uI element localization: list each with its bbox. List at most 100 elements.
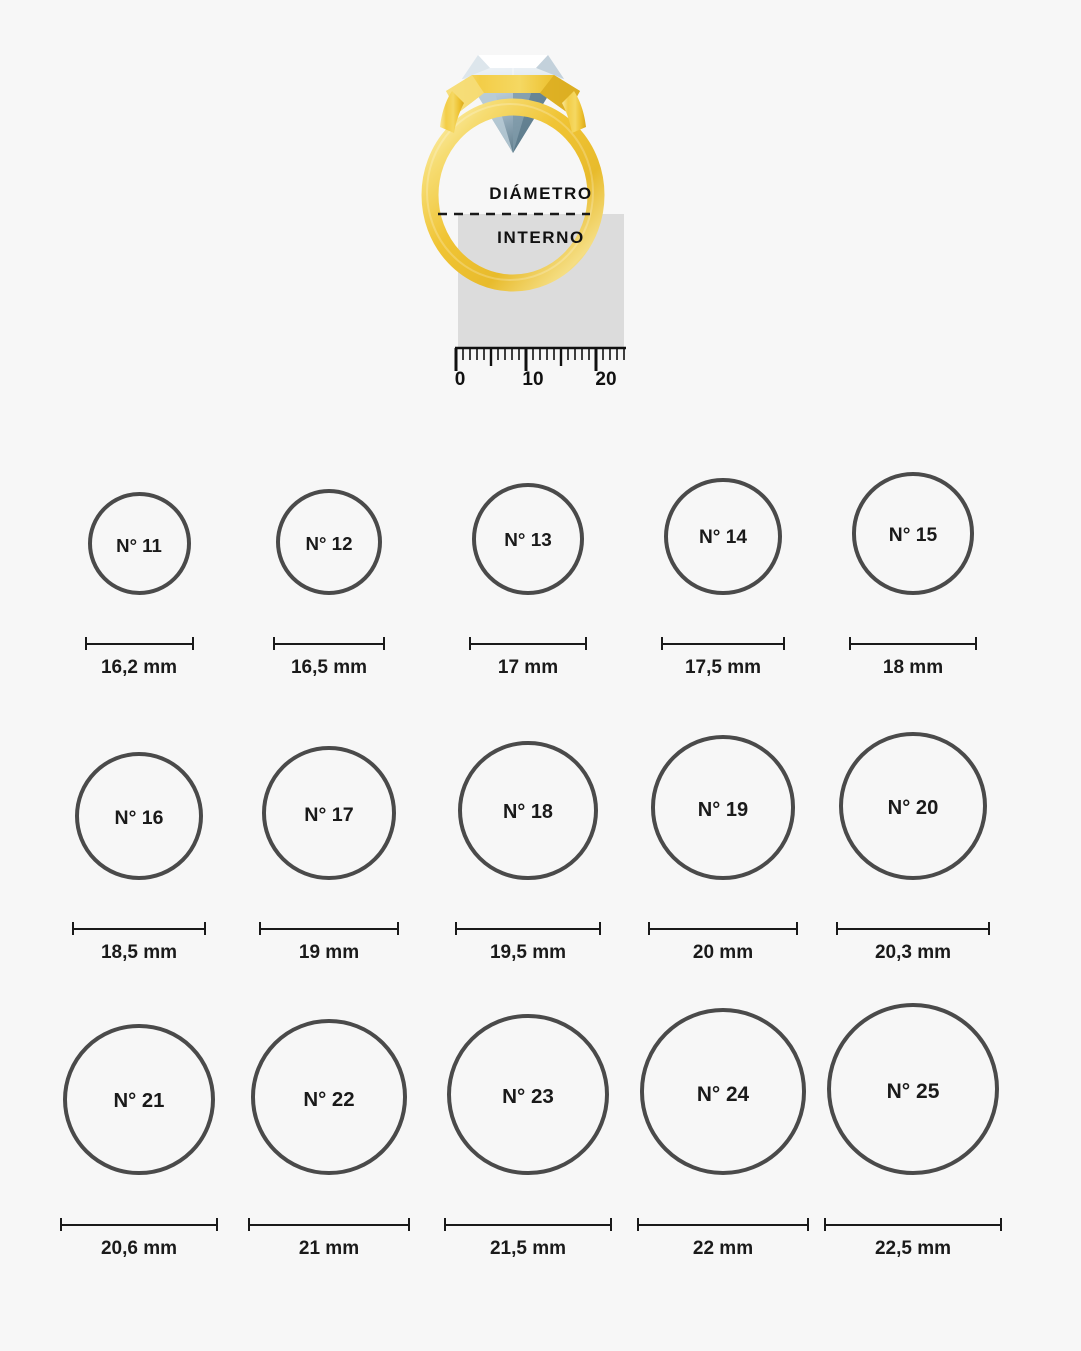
ring-size-circle[interactable]: N° 18 <box>458 740 598 880</box>
ring-size-number: N° 14 <box>699 527 747 549</box>
ring-size-circle[interactable]: N° 12 <box>275 488 383 595</box>
ring-size-number: N° 16 <box>114 806 164 829</box>
measure-cap-right <box>204 922 207 935</box>
measure-cap-right <box>407 1218 410 1231</box>
ring-size-circle[interactable]: N° 21 <box>63 1023 215 1175</box>
measure-line <box>469 643 587 645</box>
ruler-ticks <box>454 348 625 371</box>
ring-size-circle[interactable]: N° 17 <box>262 746 396 880</box>
measure-cap-right <box>191 637 194 650</box>
ruler-tick-label-0: 0 <box>454 369 466 390</box>
ruler-tick-label-20: 20 <box>595 369 617 390</box>
ring-size-number: N° 12 <box>305 532 353 554</box>
measure-cap-right <box>807 1218 810 1231</box>
diameter-measure-bar <box>84 637 194 650</box>
ring-size-circle[interactable]: N° 24 <box>639 1008 807 1175</box>
measure-cap-left <box>636 1218 639 1231</box>
ring-size-circle[interactable]: N° 11 <box>87 492 191 595</box>
ring-band <box>421 98 605 292</box>
ring-size-number: N° 17 <box>304 804 354 827</box>
diameter-mm-label: 21 mm <box>298 1238 360 1259</box>
measure-line <box>444 1224 612 1226</box>
diameter-mm-label: 22 mm <box>692 1238 754 1259</box>
measure-line <box>661 643 785 645</box>
diameter-measure-bar <box>272 637 386 650</box>
diameter-mm-label: 20 mm <box>692 942 754 963</box>
diameter-mm-label: 19,5 mm <box>489 942 567 963</box>
ring-size-circle[interactable]: N° 19 <box>650 735 796 880</box>
measure-cap-left <box>60 1218 63 1231</box>
ring-illustration: DIÁMETRO INTERNO 0 10 20 <box>0 0 1081 430</box>
diameter-mm-label: 19 mm <box>298 942 360 963</box>
diameter-measure-bar <box>836 922 990 935</box>
ring-size-circle[interactable]: N° 23 <box>447 1013 609 1175</box>
diameter-label-top: DIÁMETRO <box>489 184 593 203</box>
measure-line <box>455 928 601 930</box>
ring-size-number: N° 25 <box>886 1080 940 1103</box>
ring-diagram-graphic <box>421 55 626 371</box>
measure-cap-left <box>455 922 458 935</box>
measure-cap-left <box>836 922 839 935</box>
ring-size-number: N° 15 <box>888 524 938 546</box>
measure-line <box>272 643 386 645</box>
diameter-measure-bar <box>469 637 587 650</box>
ring-size-circle[interactable]: N° 14 <box>664 477 782 595</box>
ring-size-number: N° 23 <box>502 1085 554 1109</box>
measure-cap-right <box>584 637 587 650</box>
diameter-measure-bar <box>848 637 978 650</box>
measure-cap-right <box>782 637 785 650</box>
measure-line <box>848 643 978 645</box>
ring-size-number: N° 11 <box>116 534 162 556</box>
measure-line <box>60 1224 218 1226</box>
ring-size-circle[interactable]: N° 16 <box>74 751 204 880</box>
diameter-measure-bar <box>71 922 207 935</box>
diameter-measure-bar <box>661 637 785 650</box>
measure-cap-left <box>647 922 650 935</box>
measure-line <box>248 1224 410 1226</box>
measure-line <box>259 928 399 930</box>
ring-head <box>446 75 580 113</box>
ring-size-number: N° 18 <box>503 801 553 824</box>
ring-size-number: N° 22 <box>303 1088 355 1112</box>
diameter-mm-label: 18 mm <box>882 657 944 678</box>
ring-size-number: N° 20 <box>887 797 939 820</box>
measure-cap-right <box>1000 1218 1002 1231</box>
measure-cap-left <box>848 637 851 650</box>
ring-size-number: N° 13 <box>504 530 552 552</box>
diameter-label-bottom: INTERNO <box>497 228 585 247</box>
measure-cap-right <box>609 1218 612 1231</box>
ring-size-circle[interactable]: N° 13 <box>472 483 584 595</box>
diameter-mm-label: 22,5 mm <box>874 1238 952 1259</box>
ring-size-circle[interactable]: N° 20 <box>839 732 987 880</box>
ring-size-circle[interactable]: N° 15 <box>851 472 975 595</box>
measure-cap-left <box>824 1218 826 1231</box>
measure-line <box>824 1224 1002 1226</box>
diameter-measure-bar <box>636 1218 810 1231</box>
diameter-measure-bar <box>248 1218 410 1231</box>
diameter-measure-bar <box>824 1218 1002 1231</box>
measure-line <box>636 1224 810 1226</box>
diameter-measure-bar <box>647 922 799 935</box>
diameter-measure-bar <box>60 1218 218 1231</box>
measure-cap-left <box>248 1218 251 1231</box>
ring-size-circle[interactable]: N° 25 <box>827 1003 999 1175</box>
diameter-mm-label: 18,5 mm <box>100 942 178 963</box>
ring-size-number: N° 21 <box>113 1090 165 1113</box>
ring-size-number: N° 24 <box>696 1082 750 1106</box>
diameter-mm-label: 16,5 mm <box>290 657 368 678</box>
diameter-measure-bar <box>259 922 399 935</box>
diameter-mm-label: 17 mm <box>497 657 559 678</box>
measure-cap-left <box>444 1218 447 1231</box>
measure-cap-left <box>661 637 664 650</box>
measure-cap-left <box>71 922 74 935</box>
ring-size-number: N° 19 <box>697 798 749 821</box>
measure-cap-left <box>272 637 275 650</box>
measure-cap-right <box>396 922 399 935</box>
ring-size-circle[interactable]: N° 22 <box>251 1019 407 1175</box>
diameter-mm-label: 17,5 mm <box>684 657 762 678</box>
diameter-mm-label: 20,6 mm <box>100 1238 178 1259</box>
measure-cap-right <box>215 1218 218 1231</box>
measure-cap-right <box>975 637 978 650</box>
measure-cap-right <box>383 637 386 650</box>
measure-line <box>84 643 194 645</box>
